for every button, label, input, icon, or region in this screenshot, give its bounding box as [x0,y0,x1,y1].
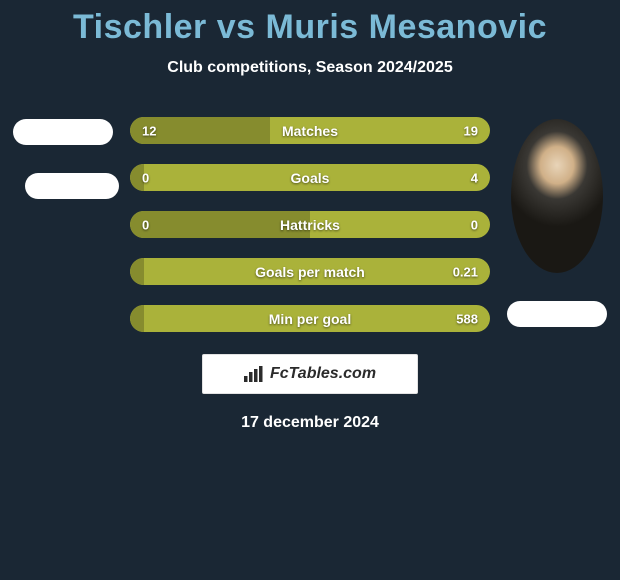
player-left-column [8,115,118,199]
stat-label: Matches [282,123,338,139]
player-right-column [502,115,612,327]
stat-bar: Goals per match 0.21 [130,258,490,285]
stat-bar: Goals 0 4 [130,164,490,191]
stat-value-right: 0.21 [453,264,478,279]
stat-bar: Min per goal 588 [130,305,490,332]
stat-value-right: 19 [464,123,478,138]
player-right-photo [511,119,603,273]
stat-label: Min per goal [269,311,351,327]
player-left-pill-1 [13,119,113,145]
main-row: Matches 12 19 Goals 0 4 Hattricks 0 0 Goals per m… [0,115,620,332]
page-title: Tischler vs Muris Mesanovic [0,8,620,47]
stat-value-left: 0 [142,217,149,232]
player-left-pill-2 [25,173,119,199]
infographic-date: 17 december 2024 [0,414,620,432]
stat-bar: Matches 12 19 [130,117,490,144]
comparison-infographic: Tischler vs Muris Mesanovic Club competi… [0,0,620,432]
player-right-pill [507,301,607,327]
stat-value-right: 4 [471,170,478,185]
page-subtitle: Club competitions, Season 2024/2025 [0,59,620,77]
stat-value-right: 0 [471,217,478,232]
stat-value-left: 12 [142,123,156,138]
branding-text: FcTables.com [270,365,376,383]
branding-badge: FcTables.com [202,354,418,394]
bar-fill-left [130,258,144,285]
bar-fill-left [130,305,144,332]
stat-label: Hattricks [280,217,340,233]
stat-label: Goals per match [255,264,365,280]
stat-label: Goals [291,170,330,186]
stats-bars: Matches 12 19 Goals 0 4 Hattricks 0 0 Goals per m… [130,115,490,332]
stat-value-left: 0 [142,170,149,185]
avatar-placeholder-icon [511,119,603,273]
stat-bar: Hattricks 0 0 [130,211,490,238]
bar-chart-icon [244,366,264,382]
stat-value-right: 588 [456,311,478,326]
